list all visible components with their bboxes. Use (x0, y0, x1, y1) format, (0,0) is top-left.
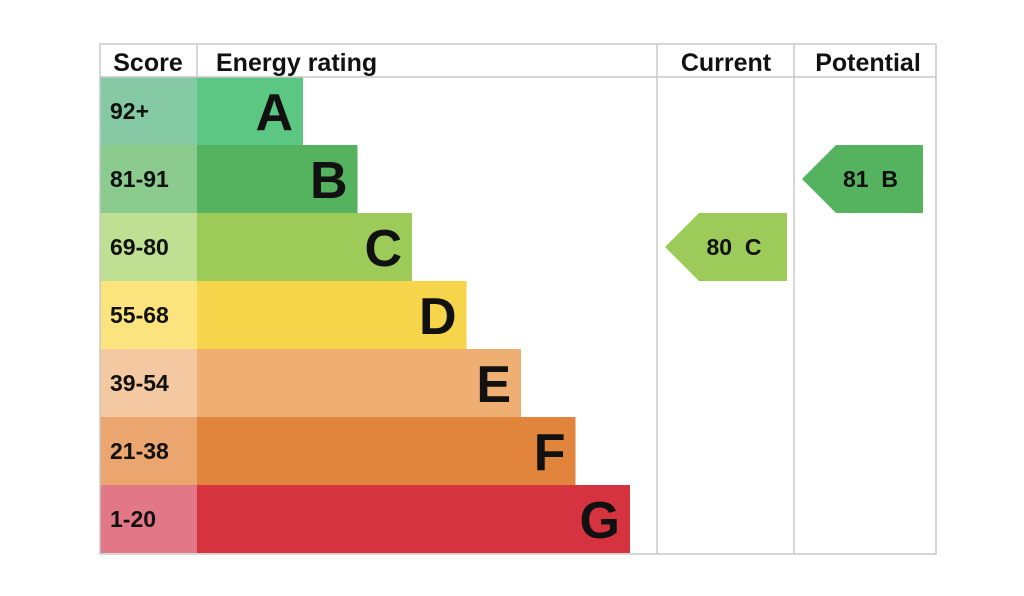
rating-bar-b (197, 145, 358, 213)
score-range-a: 92+ (110, 98, 149, 124)
potential-header: Potential (815, 49, 921, 77)
score-range-g: 1-20 (110, 506, 156, 532)
score-cell-a (100, 77, 197, 145)
current-header: Current (681, 49, 772, 77)
current-rating-label: 80 C (707, 234, 762, 260)
score-range-d: 55-68 (110, 302, 169, 328)
score-cell-g (100, 485, 197, 553)
score-cell-d (100, 281, 197, 349)
chart-border (99, 43, 937, 555)
potential-arrow (802, 145, 923, 213)
score-cell-b (100, 145, 197, 213)
potential-rating-label: 81 B (843, 166, 898, 192)
current-arrow (665, 213, 787, 281)
rating-bar-e (197, 349, 521, 417)
bands-layer: 92+ A 81-91 B 69-80 C 55-68 D 39-54 E 21-38 F 1-20 G (100, 77, 630, 553)
rating-bar-a (197, 77, 303, 145)
score-range-f: 21-38 (110, 438, 169, 464)
indicator-layer: 80 C 81 B (665, 145, 923, 281)
score-cell-c (100, 213, 197, 281)
rating-letter-e: E (476, 356, 511, 414)
rating-letter-d: D (419, 288, 457, 346)
rating-letter-f: F (534, 424, 566, 482)
score-cell-e (100, 349, 197, 417)
score-header: Score (113, 49, 183, 77)
rating-letter-a: A (255, 84, 293, 142)
rating-bar-c (197, 213, 412, 281)
rating-letter-c: C (364, 220, 402, 278)
rating-letter-g: G (580, 492, 620, 550)
score-range-e: 39-54 (110, 370, 169, 396)
header-layer: Score Energy rating Current Potential (113, 49, 921, 77)
score-range-c: 69-80 (110, 234, 169, 260)
rating-bar-f (197, 417, 576, 485)
rating-bar-d (197, 281, 467, 349)
rating-letter-b: B (310, 152, 348, 210)
score-range-b: 81-91 (110, 166, 169, 192)
rating-bar-g (197, 485, 630, 553)
grid-layer (99, 43, 937, 555)
score-cell-f (100, 417, 197, 485)
energy-rating-header: Energy rating (216, 49, 377, 77)
